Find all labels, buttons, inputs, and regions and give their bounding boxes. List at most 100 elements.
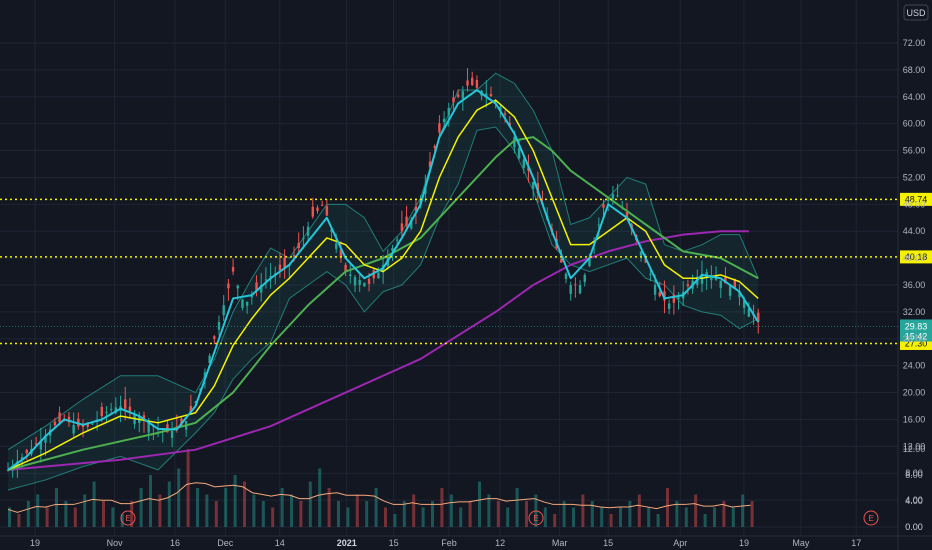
candle-body (377, 272, 380, 279)
price-tick-label: 8.00 (905, 468, 923, 478)
volume-bar (487, 494, 491, 527)
volume-bar (741, 494, 745, 527)
level-price-tag: 48.74 (900, 192, 932, 206)
time-axis[interactable]: 19 Nov 16 Dec 14 2021 15 Feb 12 Mar 15 Apr 19 May 17 (30, 538, 861, 548)
volume-bar (186, 449, 190, 527)
volume-bar (393, 514, 397, 527)
candle-body (663, 291, 666, 301)
volume-moving-average (7, 482, 751, 513)
candle-body (531, 181, 535, 189)
bar-countdown-label: 15:42 (905, 331, 928, 341)
candle-body (602, 204, 605, 208)
candle-body (757, 312, 760, 322)
time-tick-label: 17 (851, 538, 861, 548)
candle-body (363, 282, 366, 287)
candle-body (264, 279, 268, 281)
candle-body (124, 399, 127, 409)
volume-bar (233, 475, 237, 527)
time-tick-label: Feb (441, 538, 457, 548)
price-tick-label: 72.00 (903, 38, 926, 48)
earnings-marker[interactable]: E (120, 510, 136, 526)
candle-body (616, 195, 619, 197)
time-tick-label: Nov (107, 538, 124, 548)
candle-body (20, 457, 24, 460)
time-tick-label: 16 (170, 538, 180, 548)
time-tick-label: 12 (495, 538, 505, 548)
volume-bar (17, 514, 21, 527)
volume-bar (637, 494, 641, 527)
candle-body (128, 406, 132, 412)
volume-bar (722, 501, 726, 527)
volume-bar (83, 494, 87, 527)
candle-body (39, 440, 43, 450)
candle-body (34, 443, 38, 445)
candle-body (335, 243, 338, 249)
volume-bar (515, 488, 519, 527)
volume-bar (224, 488, 228, 527)
candle-body (260, 285, 263, 293)
volume-bar (431, 501, 434, 527)
price-tick-label: 28.00 (903, 334, 926, 344)
candle-body (400, 223, 404, 232)
earnings-marker[interactable]: E (863, 510, 879, 526)
price-axis[interactable]: 72.00 68.00 64.00 60.00 56.00 52.00 48.00 44.00… (903, 38, 926, 532)
time-tick-label: 15 (603, 538, 613, 548)
candle-body (316, 207, 319, 212)
candle-body (395, 239, 399, 241)
candle-body (452, 97, 455, 103)
candle-body (292, 255, 296, 257)
candle-body (67, 416, 71, 423)
candle-body (297, 242, 300, 249)
level-price-label: 40.18 (905, 252, 928, 262)
candle-body (306, 226, 310, 236)
candle-body (724, 275, 727, 284)
candle-body (100, 406, 103, 417)
candle-body (461, 91, 465, 99)
candle-body (213, 336, 216, 339)
time-tick-label: 15 (389, 538, 399, 548)
volume-bar (92, 481, 96, 527)
earnings-marker-label: E (868, 514, 873, 523)
earnings-marker[interactable]: E (528, 510, 544, 526)
volume-bar (581, 494, 585, 527)
price-tick-label: 64.00 (903, 92, 926, 102)
volume-bar (713, 507, 716, 527)
candle-body (583, 274, 586, 283)
candle-body (456, 94, 460, 97)
candle-body (625, 212, 629, 218)
price-tick-label: 4.00 (905, 495, 923, 505)
fast-moving-average (7, 89, 760, 471)
candle-body (105, 411, 108, 413)
volume-bar (468, 501, 472, 527)
volume-bar (506, 507, 510, 527)
time-tick-label: 14 (275, 538, 285, 548)
candle-body (728, 286, 732, 296)
volume-bar (402, 501, 406, 527)
candle-body (658, 292, 661, 297)
volume-bar (139, 488, 143, 527)
volume-bar (374, 488, 378, 527)
volume-bar (459, 507, 463, 527)
candle-body (194, 401, 197, 403)
candle-body (649, 273, 652, 275)
moving-averages (7, 89, 760, 471)
currency-badge[interactable]: USD (903, 4, 929, 21)
candle-body (471, 77, 474, 86)
time-tick-label: 2021 (337, 538, 357, 548)
level-price-tag: 40.18 (900, 250, 932, 264)
candle-body (91, 423, 94, 425)
candle-body (705, 272, 708, 278)
volume-bar (280, 488, 284, 527)
candle-body (86, 423, 89, 427)
long-moving-average (7, 230, 749, 471)
volume-bar (619, 507, 622, 527)
candle-body (485, 93, 488, 97)
candle-body (231, 267, 235, 272)
volume-tick-label: 4.00 (905, 496, 923, 506)
candle-body (738, 291, 741, 298)
